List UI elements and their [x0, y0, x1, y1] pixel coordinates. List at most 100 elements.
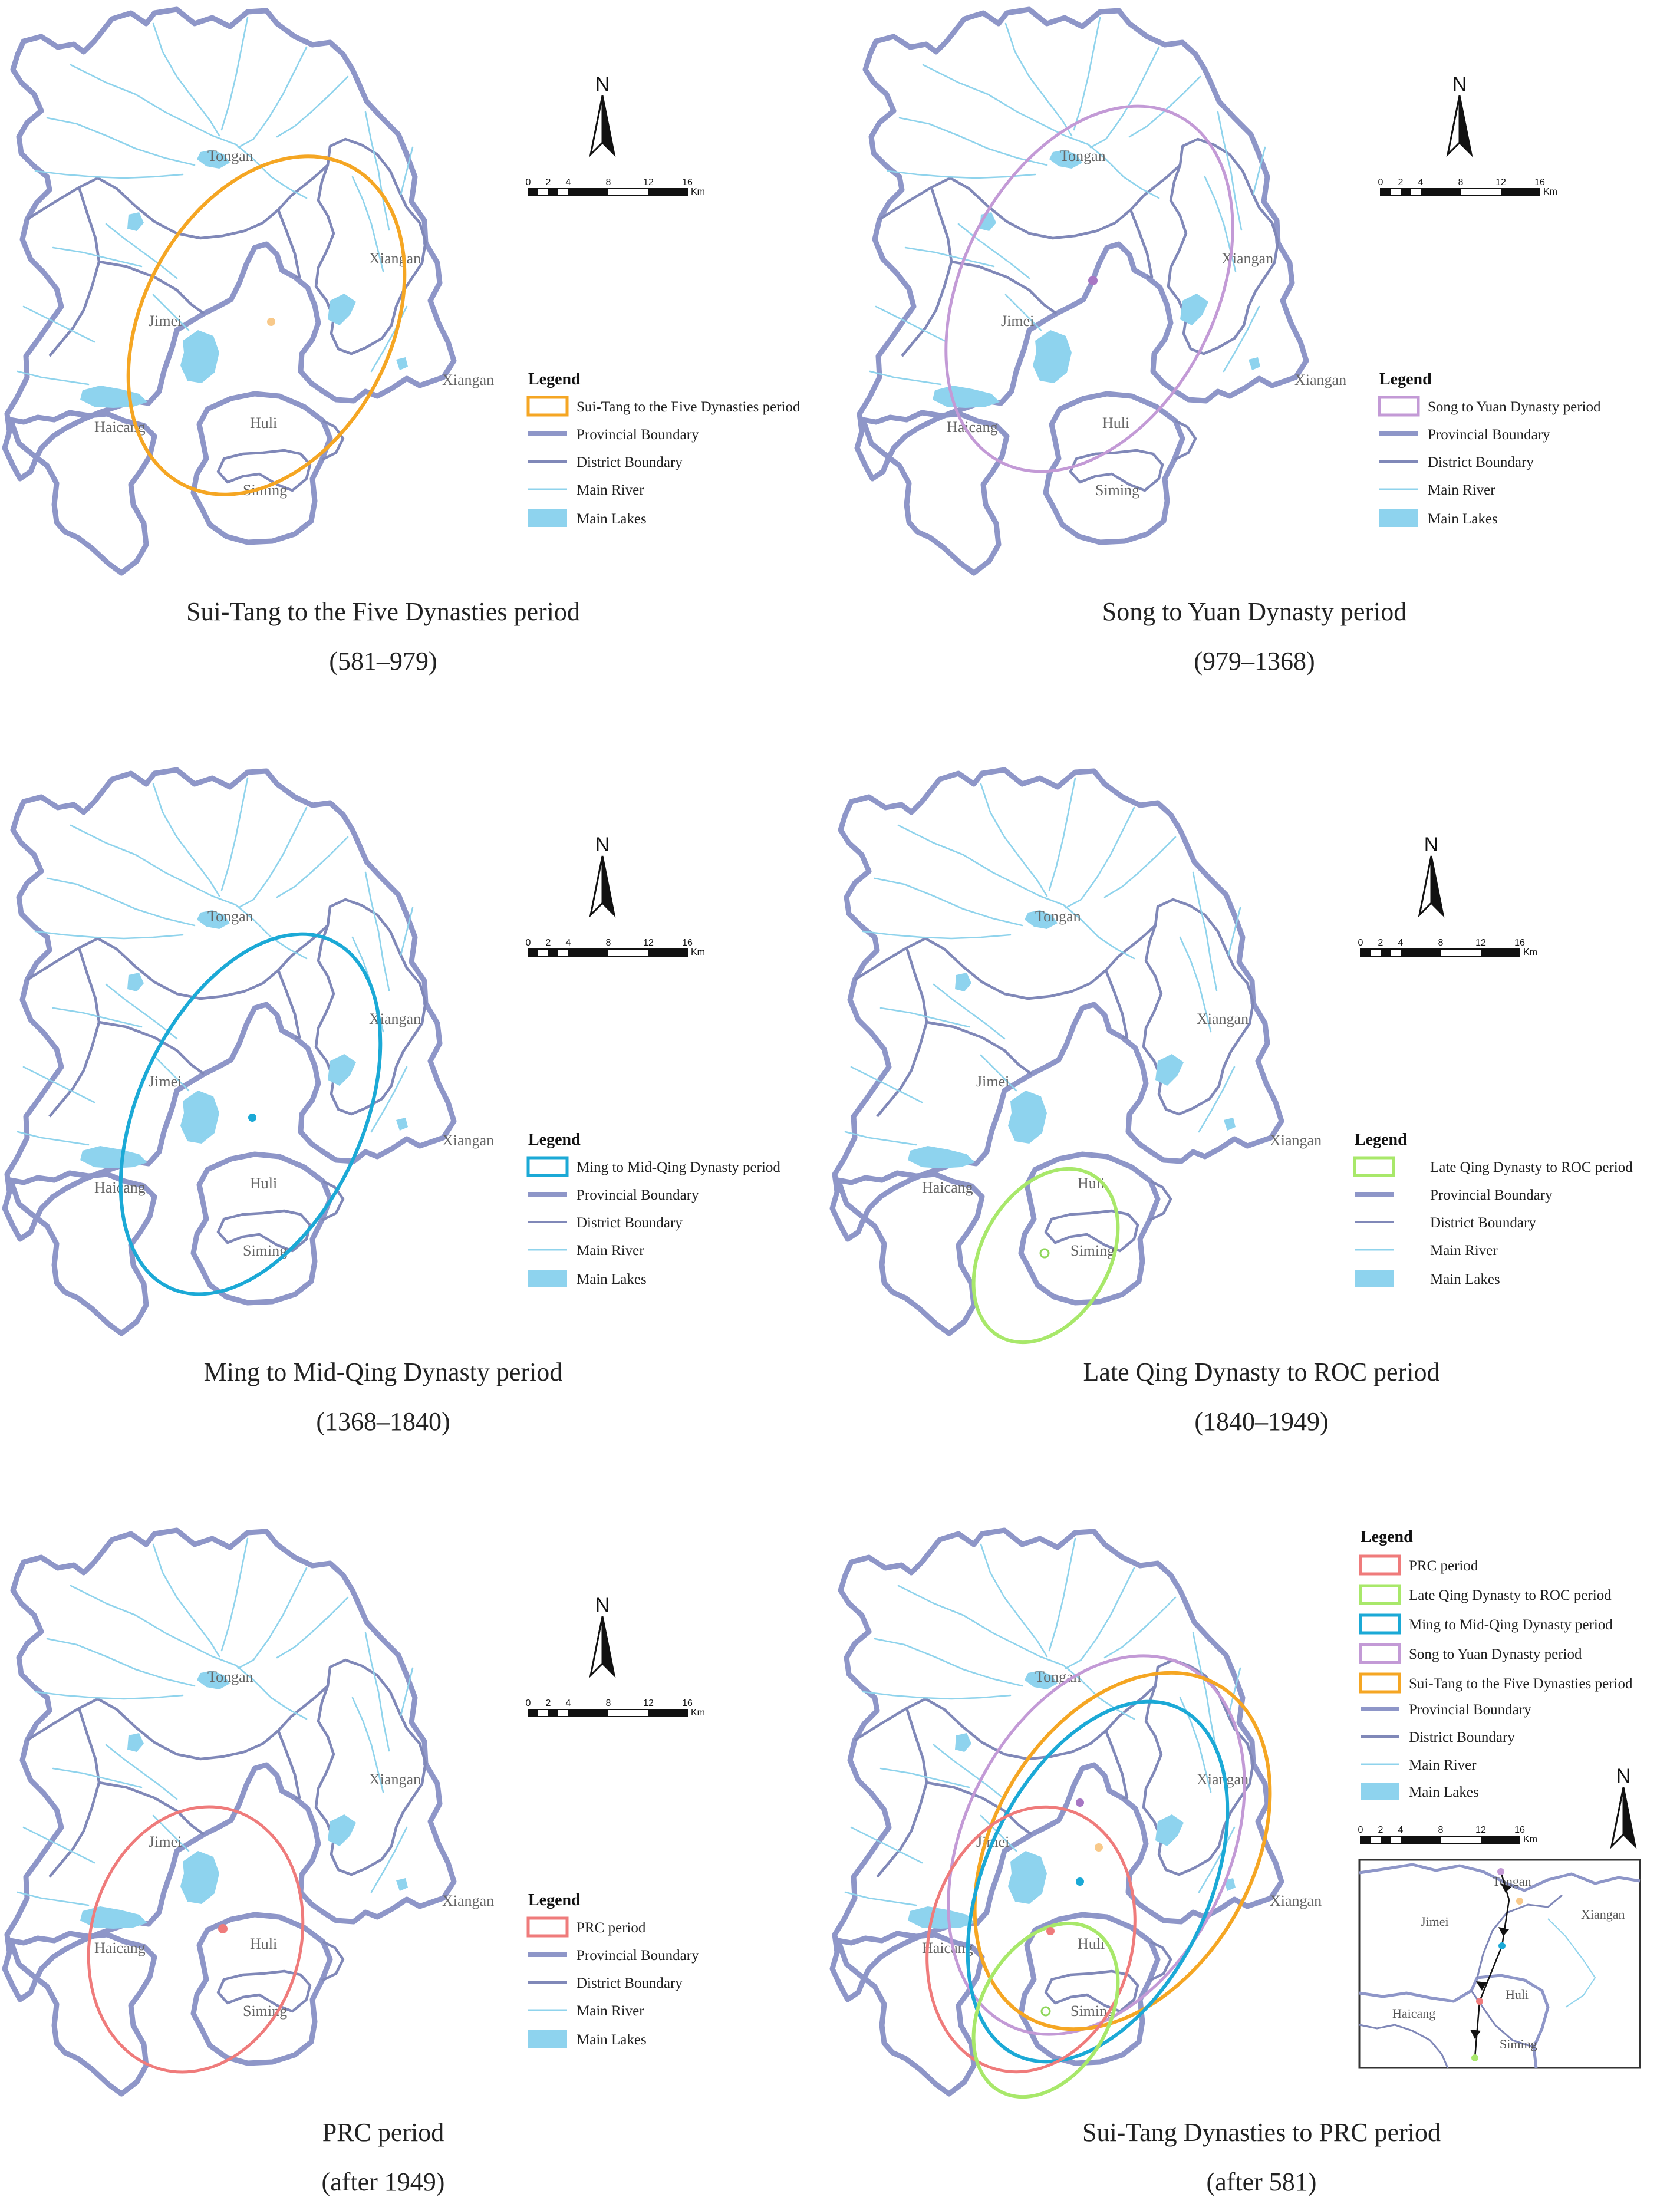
inset-point-sui-tang [1516, 1898, 1523, 1905]
svg-text:8: 8 [1438, 938, 1444, 948]
inset-trajectory-map: Tongan Jimei Xiangan Huli Haicang Siming [1358, 1859, 1641, 2069]
svg-text:Song to Yuan Dynasty period: Song to Yuan Dynasty period [1428, 399, 1601, 415]
svg-text:District Boundary: District Boundary [1428, 454, 1534, 470]
inset-label-huli: Huli [1506, 1987, 1529, 2002]
caption-combined: Sui-Tang Dynasties to PRC period (after … [878, 2108, 1645, 2207]
place-label-haicang: Haicang [947, 419, 998, 436]
svg-text:Provincial Boundary: Provincial Boundary [1409, 1702, 1531, 1718]
svg-text:Provincial Boundary: Provincial Boundary [1428, 427, 1550, 443]
inset-point-prc [1476, 1998, 1483, 2005]
center-point-sui-tang [267, 318, 275, 326]
center-point-prc [218, 1924, 228, 1933]
svg-text:Main River: Main River [577, 482, 644, 498]
place-label-huli: Huli [1102, 414, 1129, 431]
svg-text:8: 8 [1458, 177, 1464, 187]
caption-late-qing: Late Qing Dynasty to ROC period (1840–19… [878, 1348, 1645, 1447]
ellipse-prc [87, 1805, 305, 2074]
svg-text:2: 2 [1378, 938, 1383, 948]
caption-years: (after 581) [1206, 2168, 1317, 2196]
svg-text:District Boundary: District Boundary [1409, 1730, 1515, 1745]
svg-text:4: 4 [566, 1698, 571, 1708]
svg-text:District Boundary: District Boundary [577, 1215, 683, 1231]
ellipse-ming-qing [118, 932, 383, 1296]
svg-text:Provincial Boundary: Provincial Boundary [1430, 1187, 1553, 1203]
svg-text:Legend: Legend [528, 1131, 581, 1149]
svg-text:2: 2 [1398, 177, 1404, 187]
ellipse-song-yuan [947, 1654, 1246, 2036]
ellipse-sui-tang [126, 154, 407, 496]
north-arrow: N [1610, 1765, 1636, 1847]
legend: Legend Ming to Mid-Qing Dynasty period P… [526, 1131, 780, 1287]
svg-text:4: 4 [1418, 177, 1424, 187]
svg-text:Legend: Legend [528, 370, 581, 388]
svg-text:8: 8 [1438, 1825, 1444, 1835]
map-panel-combined: Tongan Xiangan Xiangan Jimei Haicang Hul… [828, 1521, 1641, 2099]
svg-text:Main Lakes: Main Lakes [1409, 1784, 1479, 1800]
caption-ming-qing: Ming to Mid-Qing Dynasty period (1368–18… [0, 1348, 766, 1447]
center-point-late-qing [1039, 1248, 1050, 1259]
inset-point-ming-qing [1498, 1942, 1506, 1949]
place-label-jimei: Jimei [149, 1833, 182, 1850]
map-panel-late-qing: Tongan Xiangan Xiangan Jimei Haicang Hul… [828, 760, 1633, 1345]
svg-text:16: 16 [682, 938, 693, 948]
place-label-siming: Siming [243, 1242, 287, 1259]
center-point-song-yuan [1088, 276, 1098, 285]
svg-text:8: 8 [606, 177, 611, 187]
legend: Legend PRC period Late Qing Dynasty to R… [1359, 1528, 1633, 1800]
place-label-jimei: Jimei [149, 1073, 182, 1090]
svg-text:Legend: Legend [1361, 1528, 1413, 1546]
svg-text:2: 2 [546, 1698, 551, 1708]
svg-text:Km: Km [691, 1708, 705, 1718]
svg-text:Main River: Main River [1430, 1243, 1498, 1259]
basemap [832, 770, 1282, 1333]
inset-point-late-qing [1471, 2054, 1478, 2061]
svg-text:N: N [1424, 834, 1439, 856]
svg-text:N: N [1452, 73, 1467, 95]
center-point-ming-qing [1076, 1877, 1084, 1886]
center-point-late-qing [1040, 2006, 1051, 2017]
svg-text:16: 16 [1514, 1825, 1525, 1835]
place-label-haicang: Haicang [922, 1179, 973, 1196]
place-label-xiangan-south: Xiangan [1270, 1892, 1322, 1909]
svg-text:Legend: Legend [1379, 370, 1432, 388]
svg-text:Song to Yuan Dynasty period: Song to Yuan Dynasty period [1409, 1646, 1582, 1662]
center-point-ming-qing [248, 1114, 256, 1122]
north-arrow: N [1447, 73, 1473, 156]
place-label-jimei: Jimei [1001, 312, 1034, 330]
svg-text:PRC period: PRC period [1409, 1558, 1478, 1574]
svg-text:Km: Km [1523, 1834, 1537, 1844]
svg-text:N: N [595, 73, 610, 95]
svg-text:Ming to Mid-Qing Dynasty perio: Ming to Mid-Qing Dynasty period [577, 1160, 780, 1175]
svg-text:8: 8 [606, 938, 611, 948]
svg-text:16: 16 [682, 1698, 693, 1708]
place-label-huli: Huli [1078, 1175, 1105, 1192]
map-panel-ming-qing: Tongan Xiangan Xiangan Jimei Haicang Hul… [0, 760, 780, 1350]
place-label-jimei: Jimei [976, 1073, 1009, 1090]
inset-point-song-yuan [1497, 1868, 1504, 1875]
caption-years: (1368–1840) [316, 1407, 450, 1436]
svg-text:Ming to Mid-Qing Dynasty perio: Ming to Mid-Qing Dynasty period [1409, 1617, 1613, 1633]
caption-title: Sui-Tang Dynasties to PRC period [1082, 2118, 1441, 2147]
place-label-tongan: Tongan [207, 908, 253, 925]
center-point-song-yuan [1076, 1798, 1084, 1807]
place-label-huli: Huli [1078, 1935, 1105, 1952]
place-label-tongan: Tongan [207, 1668, 253, 1685]
svg-text:12: 12 [1475, 938, 1486, 948]
basemap [5, 770, 454, 1333]
svg-text:PRC period: PRC period [577, 1920, 646, 1936]
svg-text:Main Lakes: Main Lakes [1430, 1272, 1500, 1287]
caption-title: Late Qing Dynasty to ROC period [1083, 1358, 1440, 1386]
svg-text:0: 0 [1358, 938, 1363, 948]
svg-text:Provincial Boundary: Provincial Boundary [577, 1187, 699, 1203]
svg-text:Sui-Tang to the Five Dynasties: Sui-Tang to the Five Dynasties period [1409, 1676, 1633, 1692]
caption-song-yuan: Song to Yuan Dynasty period (979–1368) [871, 587, 1638, 686]
svg-text:Main Lakes: Main Lakes [577, 2032, 647, 2048]
north-arrow: N [589, 73, 615, 156]
svg-text:2: 2 [1378, 1825, 1383, 1835]
svg-text:Main River: Main River [1409, 1757, 1477, 1773]
svg-text:16: 16 [682, 177, 693, 187]
svg-text:Provincial Boundary: Provincial Boundary [577, 427, 699, 443]
svg-text:Main Lakes: Main Lakes [1428, 511, 1498, 527]
north-arrow: N [1418, 834, 1444, 916]
svg-text:0: 0 [526, 938, 531, 948]
